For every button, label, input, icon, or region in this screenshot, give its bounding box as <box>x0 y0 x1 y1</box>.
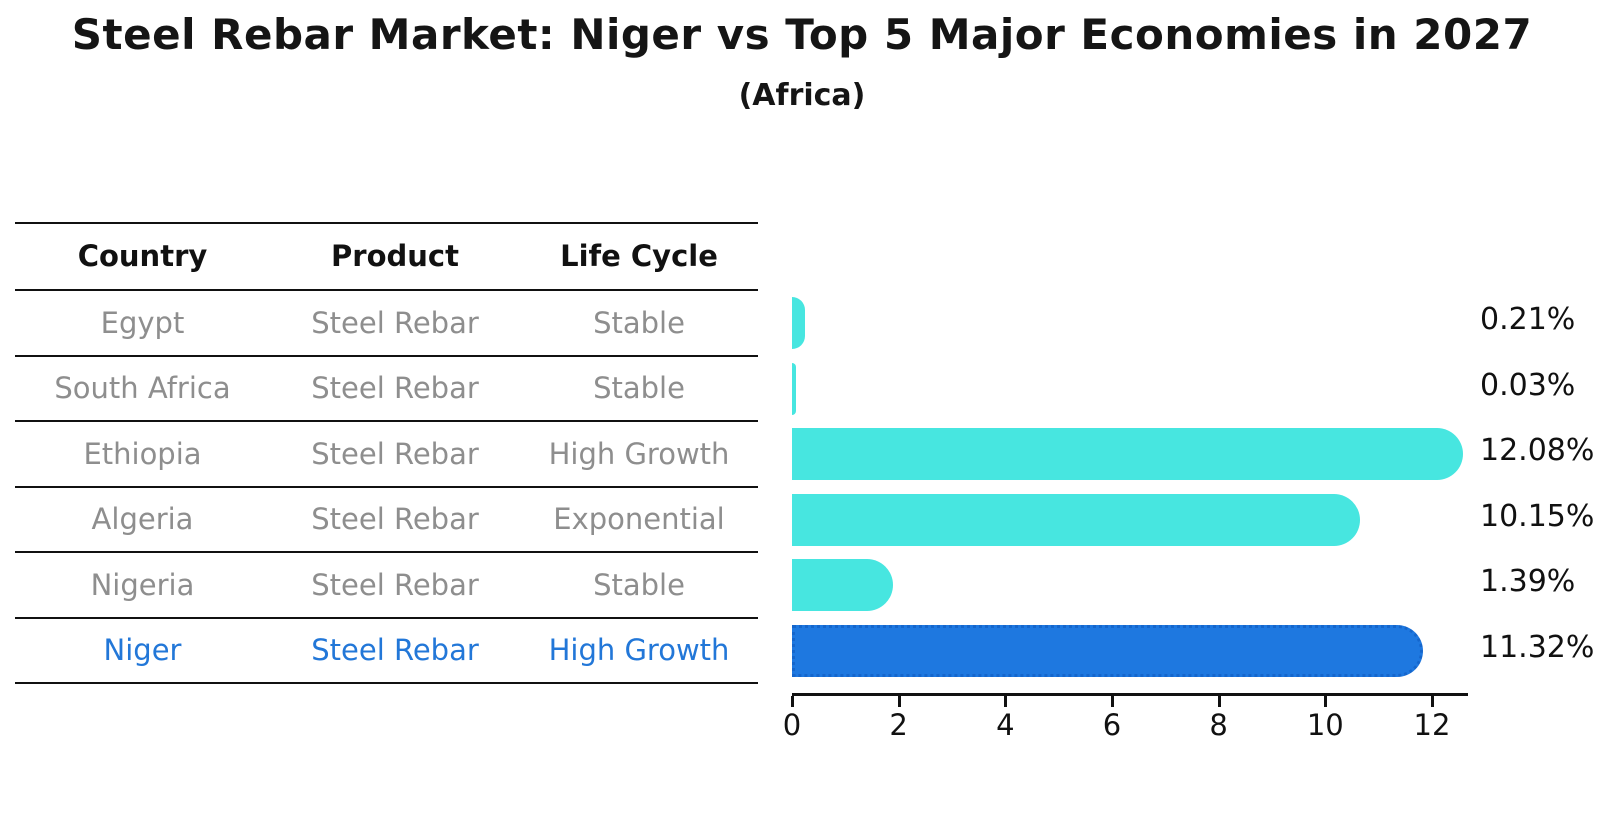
bar-value-label: 1.39% <box>1480 564 1576 599</box>
table-cell-country: Algeria <box>91 502 194 537</box>
table-cell-product: Steel Rebar <box>311 371 479 406</box>
x-axis-tick-label: 8 <box>1209 708 1228 742</box>
table-grid-line <box>15 551 758 553</box>
table-row: Egypt Steel Rebar Stable <box>15 290 758 356</box>
bar-egypt <box>792 297 806 349</box>
x-axis-tick-mark <box>1217 696 1221 707</box>
bar-value-label: 0.21% <box>1480 302 1576 337</box>
table-cell-life_cycle: Stable <box>593 567 685 602</box>
chart-title: Steel Rebar Market: Niger vs Top 5 Major… <box>71 10 1533 59</box>
table-grid-line <box>15 222 758 224</box>
table-cell-product: Steel Rebar <box>311 633 479 668</box>
table-row: Nigeria Steel Rebar Stable <box>15 552 758 618</box>
x-axis-line <box>792 693 1468 696</box>
x-axis-tick-label: 6 <box>1102 708 1122 742</box>
table-grid-line <box>15 420 758 422</box>
table-cell-life_cycle: High Growth <box>548 633 730 668</box>
table-cell-product: Steel Rebar <box>311 502 479 537</box>
table-cell-product: Steel Rebar <box>311 305 479 340</box>
table-row: South Africa Steel Rebar Stable <box>15 356 758 422</box>
bar-nigeria <box>792 559 894 611</box>
bar-algeria <box>792 493 1361 546</box>
table-row: Ethiopia Steel Rebar High Growth <box>15 421 758 487</box>
table-grid-line <box>15 486 758 488</box>
chart-subtitle: (Africa) <box>738 78 866 113</box>
table-header-product: Product <box>331 239 459 273</box>
table-cell-country: Ethiopia <box>83 436 202 471</box>
table-grid-line <box>15 355 758 357</box>
table-grid-line <box>15 617 758 619</box>
x-axis-tick-label: 2 <box>889 708 908 742</box>
table-row: Algeria Steel Rebar Exponential <box>15 487 758 553</box>
table-cell-product: Steel Rebar <box>311 436 479 471</box>
table-cell-country: Egypt <box>100 305 185 340</box>
x-axis-tick-label: 4 <box>996 708 1015 742</box>
table-row: Niger Steel Rebar High Growth <box>15 618 758 684</box>
bar-south-africa <box>792 362 796 415</box>
bar-niger <box>792 624 1423 677</box>
table-grid-line <box>15 682 758 684</box>
x-axis-tick-mark <box>897 696 901 707</box>
x-axis-tick-mark <box>1430 696 1434 707</box>
table-cell-product: Steel Rebar <box>311 567 479 602</box>
table-header-country: Country <box>77 239 208 273</box>
bar-value-label: 10.15% <box>1480 498 1595 534</box>
table-header-row: Country Product Life Cycle <box>15 224 758 288</box>
table-cell-country: South Africa <box>54 371 231 406</box>
table-grid-line <box>15 289 758 291</box>
table-cell-life_cycle: High Growth <box>548 436 730 471</box>
x-axis-tick-label: 10 <box>1306 708 1344 742</box>
x-axis-tick-label: 0 <box>782 708 802 742</box>
x-axis-tick-mark <box>1004 696 1008 707</box>
table-cell-life_cycle: Exponential <box>553 502 725 537</box>
x-axis-tick-mark <box>791 696 794 707</box>
table-cell-life_cycle: Stable <box>593 305 685 340</box>
table-cell-country: Niger <box>103 633 182 668</box>
bar-ethiopia <box>792 428 1464 480</box>
bar-value-label: 11.32% <box>1480 629 1595 665</box>
x-axis-tick-mark <box>1324 696 1328 707</box>
x-axis-tick-mark <box>1110 696 1114 707</box>
table-header-lifecycle: Life Cycle <box>560 239 718 273</box>
table-cell-country: Nigeria <box>90 567 195 602</box>
bar-value-label: 12.08% <box>1480 433 1595 468</box>
x-axis-tick-label: 12 <box>1413 708 1451 742</box>
table-cell-life_cycle: Stable <box>593 371 685 406</box>
bar-value-label: 0.03% <box>1480 367 1576 403</box>
